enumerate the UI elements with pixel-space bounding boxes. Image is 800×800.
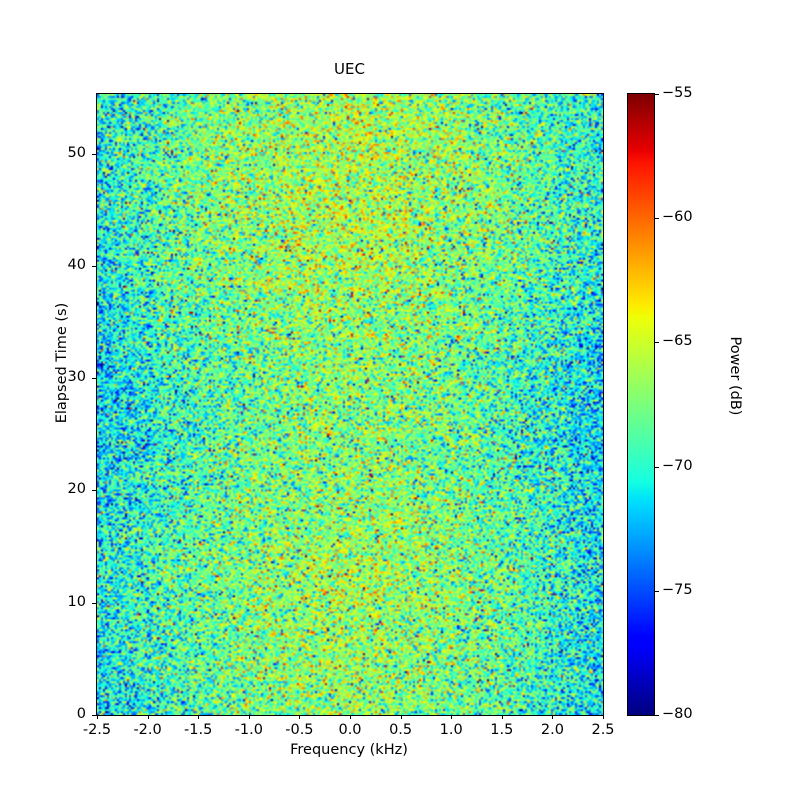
x-axis-tick-label: 0.5 <box>389 722 413 738</box>
y-axis-tick <box>92 490 96 492</box>
x-axis-tick <box>198 715 200 719</box>
y-axis-tick-label: 0 <box>76 706 86 722</box>
colorbar-tick-label: −75 <box>662 581 693 598</box>
y-axis-label: Elapsed Time (s) <box>54 302 70 424</box>
spectrogram-plot-area <box>96 93 604 716</box>
x-axis-tick <box>299 715 301 719</box>
y-axis-tick <box>92 265 96 267</box>
colorbar-tick-label: −80 <box>662 706 693 722</box>
colorbar-tick <box>655 466 659 468</box>
x-axis-tick <box>350 715 351 719</box>
x-axis-tick-label: -2.5 <box>82 722 112 738</box>
y-axis-tick-label: 50 <box>67 144 86 161</box>
power-colorbar <box>627 93 655 716</box>
y-axis-tick <box>92 715 96 716</box>
x-axis-tick <box>552 715 554 719</box>
x-axis-tick-label: 1.0 <box>439 722 463 738</box>
x-axis-tick-label: 0.0 <box>338 722 362 738</box>
x-axis-tick <box>147 715 149 719</box>
x-axis-tick <box>603 715 604 719</box>
y-axis-tick <box>92 378 96 380</box>
colorbar-tick <box>655 715 659 716</box>
y-axis-tick <box>92 153 96 155</box>
x-axis-tick <box>97 715 98 719</box>
colorbar-tick <box>655 218 659 220</box>
y-axis-tick <box>92 602 96 604</box>
y-axis-tick-label: 30 <box>67 369 86 386</box>
title-line-station: UEC <box>334 60 365 78</box>
colorbar-tick-label: −60 <box>662 209 693 226</box>
colorbar-tick <box>655 94 659 95</box>
y-axis-tick-label: 10 <box>67 593 86 610</box>
colorbar-tick-label: −55 <box>662 85 693 101</box>
x-axis-tick <box>501 715 503 719</box>
x-axis-tick <box>451 715 453 719</box>
x-axis-tick-label: -1.5 <box>184 722 213 738</box>
colorbar-canvas <box>628 94 654 715</box>
colorbar-tick-label: −70 <box>662 457 693 474</box>
y-axis-tick-label: 40 <box>67 256 86 273</box>
colorbar-tick <box>655 342 659 344</box>
x-axis-label: Frequency (kHz) <box>290 742 408 758</box>
y-axis-tick-label: 20 <box>67 481 86 498</box>
x-axis-tick <box>248 715 250 719</box>
x-axis-tick <box>400 715 402 719</box>
x-axis-tick-label: 1.5 <box>490 722 514 738</box>
x-axis-tick-label: -2.0 <box>133 722 162 738</box>
colorbar-axis-label: Power (dB) <box>727 336 743 416</box>
x-axis-tick-label: -1.0 <box>234 722 263 738</box>
x-axis-tick-label: -0.5 <box>285 722 314 738</box>
colorbar-tick <box>655 590 659 592</box>
x-axis-tick-label: 2.0 <box>540 722 564 738</box>
spectrogram-canvas <box>97 94 603 715</box>
x-axis-tick-label: 2.5 <box>591 722 615 738</box>
colorbar-tick-label: −65 <box>662 333 693 350</box>
